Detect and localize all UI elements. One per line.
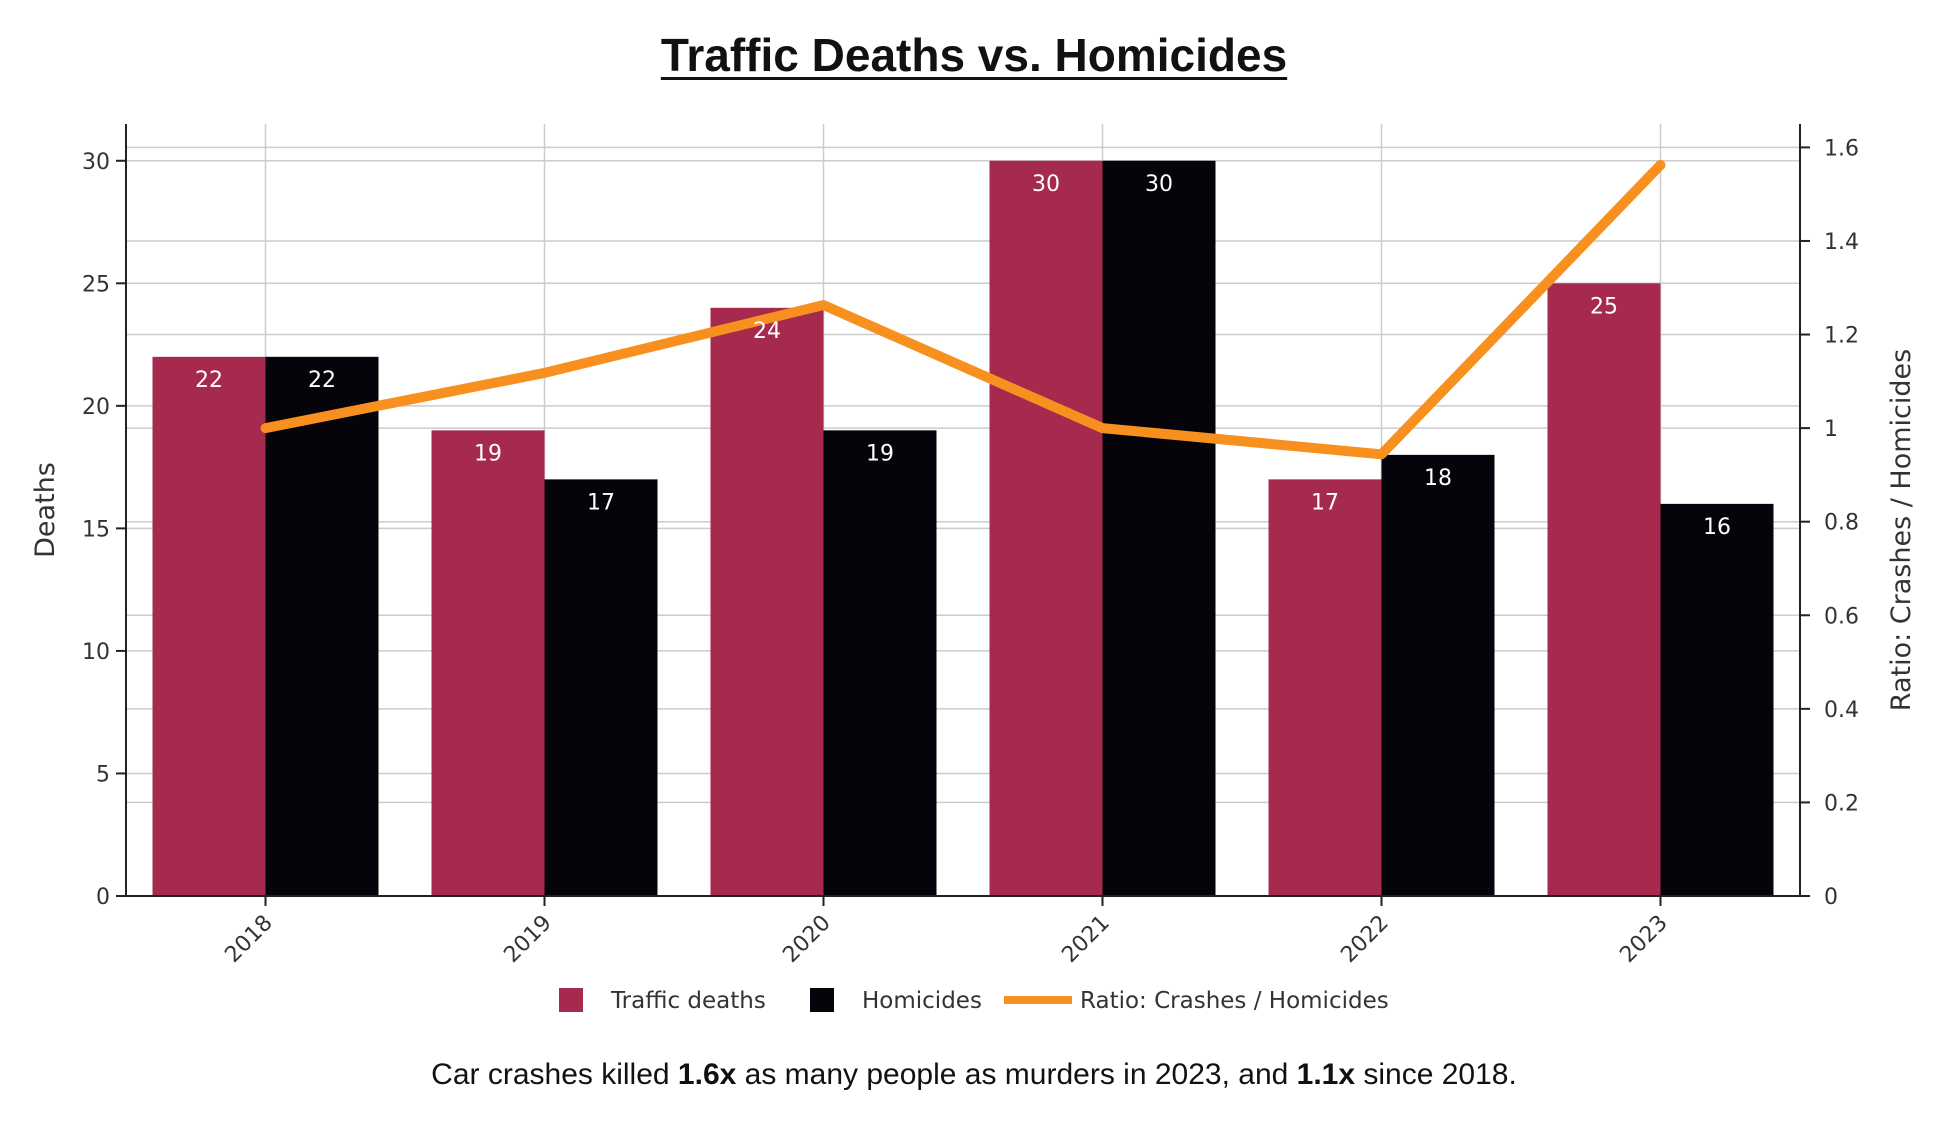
x-tick-label: 2021 bbox=[1057, 911, 1114, 968]
caption-ratio-2023: 1.6x bbox=[677, 1058, 737, 1091]
y2-axis-title: Ratio: Crashes / Homicides bbox=[1886, 349, 1917, 711]
x-tick-label: 2022 bbox=[1336, 911, 1393, 968]
bar-value-label: 30 bbox=[1032, 172, 1060, 197]
bar-value-label: 17 bbox=[1311, 490, 1339, 515]
y2-tick-label: 1.4 bbox=[1824, 230, 1859, 255]
chart-title: Traffic Deaths vs. Homicides bbox=[660, 29, 1288, 81]
y2-tick-label: 0.8 bbox=[1824, 511, 1859, 536]
x-tick-label: 2020 bbox=[778, 911, 835, 968]
y-tick-label: 25 bbox=[82, 272, 110, 297]
y-tick-label: 10 bbox=[82, 640, 110, 665]
bar-value-label: 16 bbox=[1703, 515, 1731, 540]
y2-tick-label: 0.4 bbox=[1824, 698, 1859, 723]
legend-item: Ratio: Crashes / Homicides bbox=[1004, 988, 1389, 1014]
y-axis-title: Deaths bbox=[30, 462, 61, 558]
bar-value-label: 17 bbox=[587, 490, 615, 515]
bar-value-label: 19 bbox=[866, 441, 894, 466]
bar bbox=[544, 479, 658, 896]
bars bbox=[152, 160, 1774, 896]
caption-middle: as many people as murders in 2023, and bbox=[736, 1058, 1297, 1091]
x-tick-label: 2018 bbox=[220, 911, 277, 968]
y-tick-label: 30 bbox=[82, 150, 110, 175]
y2-tick-label: 0.6 bbox=[1824, 604, 1859, 629]
legend-item: Traffic deaths bbox=[559, 988, 766, 1014]
bar-value-label: 25 bbox=[1590, 294, 1618, 319]
y-tick-label: 0 bbox=[96, 885, 110, 910]
bar bbox=[1268, 479, 1382, 896]
legend-item: Homicides bbox=[810, 988, 982, 1014]
y2-tick-label: 1 bbox=[1824, 417, 1838, 442]
y2-tick-label: 1.2 bbox=[1824, 324, 1859, 349]
y-tick-label: 5 bbox=[96, 762, 110, 787]
caption-suffix: since 2018. bbox=[1355, 1058, 1517, 1091]
bar bbox=[823, 430, 937, 896]
legend-swatch bbox=[559, 988, 583, 1012]
legend-swatch bbox=[810, 988, 834, 1012]
y-tick-label: 20 bbox=[82, 395, 110, 420]
bar bbox=[1102, 160, 1216, 896]
bar bbox=[1547, 283, 1661, 896]
bar-value-label: 18 bbox=[1424, 466, 1452, 491]
bar-value-label: 22 bbox=[308, 368, 336, 393]
bar-value-label: 24 bbox=[753, 319, 781, 344]
y2-tick-label: 0.2 bbox=[1824, 791, 1859, 816]
legend-label: Ratio: Crashes / Homicides bbox=[1080, 988, 1389, 1014]
legend-label: Traffic deaths bbox=[610, 988, 766, 1014]
legend-label: Homicides bbox=[862, 988, 982, 1014]
caption: Car crashes killed 1.6x as many people a… bbox=[0, 1058, 1948, 1092]
ratio-line bbox=[260, 159, 1666, 460]
y2-tick-label: 0 bbox=[1824, 885, 1838, 910]
x-tick-label: 2019 bbox=[499, 911, 556, 968]
ratio-line-layer bbox=[260, 159, 1666, 460]
bar-value-labels: 22 22 19 17 24 19 30 30 17 18 25 16 bbox=[195, 172, 1731, 540]
bar-value-label: 19 bbox=[474, 441, 502, 466]
bar-value-label: 22 bbox=[195, 368, 223, 393]
y-tick-label: 15 bbox=[82, 517, 110, 542]
bar bbox=[431, 430, 545, 896]
x-tick-label: 2023 bbox=[1615, 911, 1672, 968]
bar bbox=[1381, 454, 1495, 896]
bar bbox=[989, 160, 1103, 896]
y2-tick-label: 1.6 bbox=[1824, 136, 1859, 161]
bar bbox=[265, 356, 379, 896]
caption-prefix: Car crashes killed bbox=[431, 1058, 678, 1091]
caption-ratio-since: 1.1x bbox=[1296, 1058, 1356, 1091]
bar-value-label: 30 bbox=[1145, 172, 1173, 197]
bar bbox=[152, 356, 266, 896]
bar bbox=[710, 307, 824, 896]
legend: Traffic deaths Homicides Ratio: Crashes / … bbox=[559, 988, 1389, 1014]
bar bbox=[1660, 503, 1774, 896]
